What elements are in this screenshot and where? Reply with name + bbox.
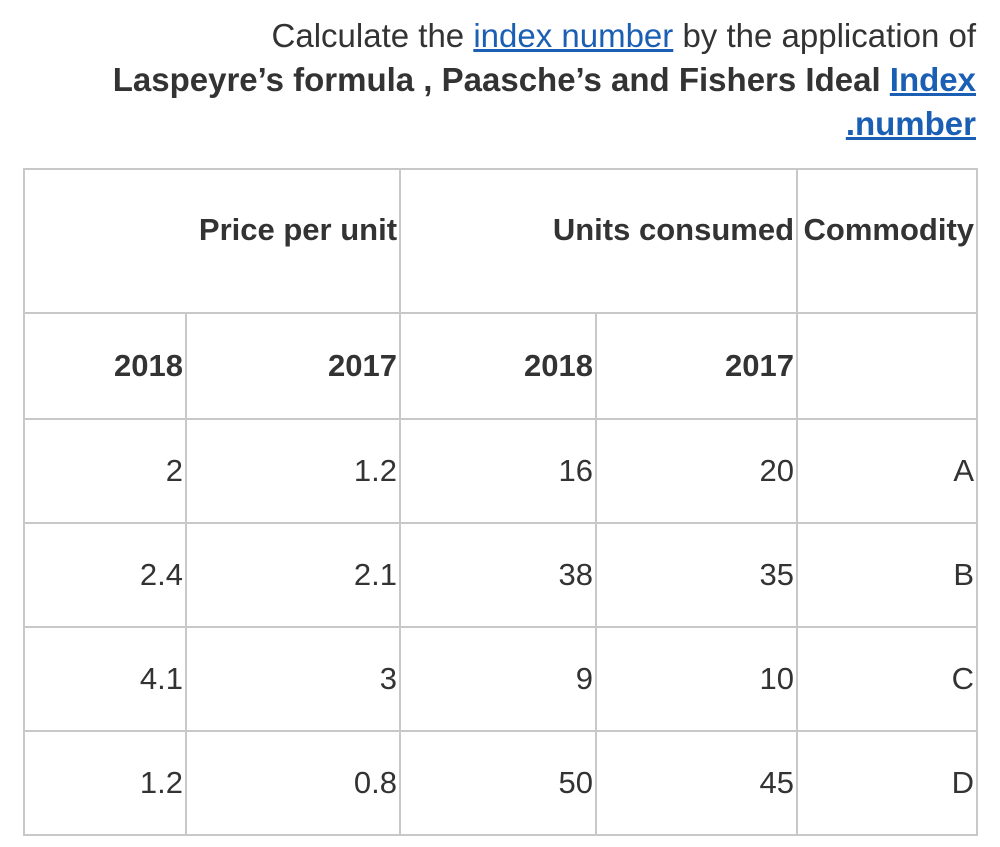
units-2017-cell: 20 (595, 418, 799, 524)
price-per-unit-header: Price per unit (22, 168, 402, 314)
question-suffix: by the application of (673, 17, 976, 54)
year-header-price-2017: 2017 (184, 312, 402, 420)
price-2018-cell: 4.1 (23, 626, 187, 732)
price-2018-cell: 1.2 (23, 730, 187, 836)
number-link[interactable]: .number (845, 105, 976, 142)
commodity-cell: C (796, 626, 979, 732)
units-2018-cell: 38 (399, 522, 598, 628)
question-prefix: Calculate the (271, 17, 474, 54)
question-line-3: .number (846, 105, 976, 142)
price-2017-cell: 0.8 (184, 730, 402, 836)
units-2018-cell: 50 (399, 730, 598, 836)
year-header-commodity-empty (796, 312, 979, 420)
commodity-header: Commodity (796, 168, 979, 314)
year-header-price-2018: 2018 (23, 312, 187, 420)
units-2017-cell: 10 (595, 626, 799, 732)
units-2017-cell: 45 (595, 730, 799, 836)
question-line-1: Calculate the index number by the applic… (272, 17, 976, 54)
commodity-cell: A (796, 418, 979, 524)
price-2017-cell: 1.2 (184, 418, 402, 524)
units-consumed-header: Units consumed (399, 168, 799, 314)
table-row: 2.4 2.1 38 35 B (23, 522, 979, 628)
formula-names: Laspeyre’s formula , Paasche’s and Fishe… (112, 61, 890, 98)
year-header-units-2018: 2018 (399, 312, 598, 420)
units-2017-cell: 35 (595, 522, 799, 628)
year-header-units-2017: 2017 (595, 312, 799, 420)
commodity-cell: D (796, 730, 979, 836)
group-header-row: Price per unit Units consumed Commodity (22, 168, 979, 314)
table-row: 4.1 3 9 10 C (23, 626, 979, 732)
table-row: 2 1.2 16 20 A (23, 418, 979, 524)
commodity-cell: B (796, 522, 979, 628)
question-formulas: Laspeyre’s formula , Paasche’s and Fishe… (113, 61, 976, 98)
units-2018-cell: 9 (399, 626, 598, 732)
price-2018-cell: 2 (23, 418, 187, 524)
price-2017-cell: 2.1 (184, 522, 402, 628)
units-2018-cell: 16 (399, 418, 598, 524)
data-table: Price per unit Units consumed Commodity … (22, 168, 979, 836)
price-2018-cell: 2.4 (23, 522, 187, 628)
year-header-row: 2018 2017 2018 2017 (23, 312, 979, 420)
index-number-link[interactable]: index number (473, 17, 674, 54)
index-link[interactable]: Index (889, 61, 976, 98)
question-text: Calculate the index number by the applic… (30, 14, 976, 146)
table-row: 1.2 0.8 50 45 D (23, 730, 979, 836)
price-2017-cell: 3 (184, 626, 402, 732)
